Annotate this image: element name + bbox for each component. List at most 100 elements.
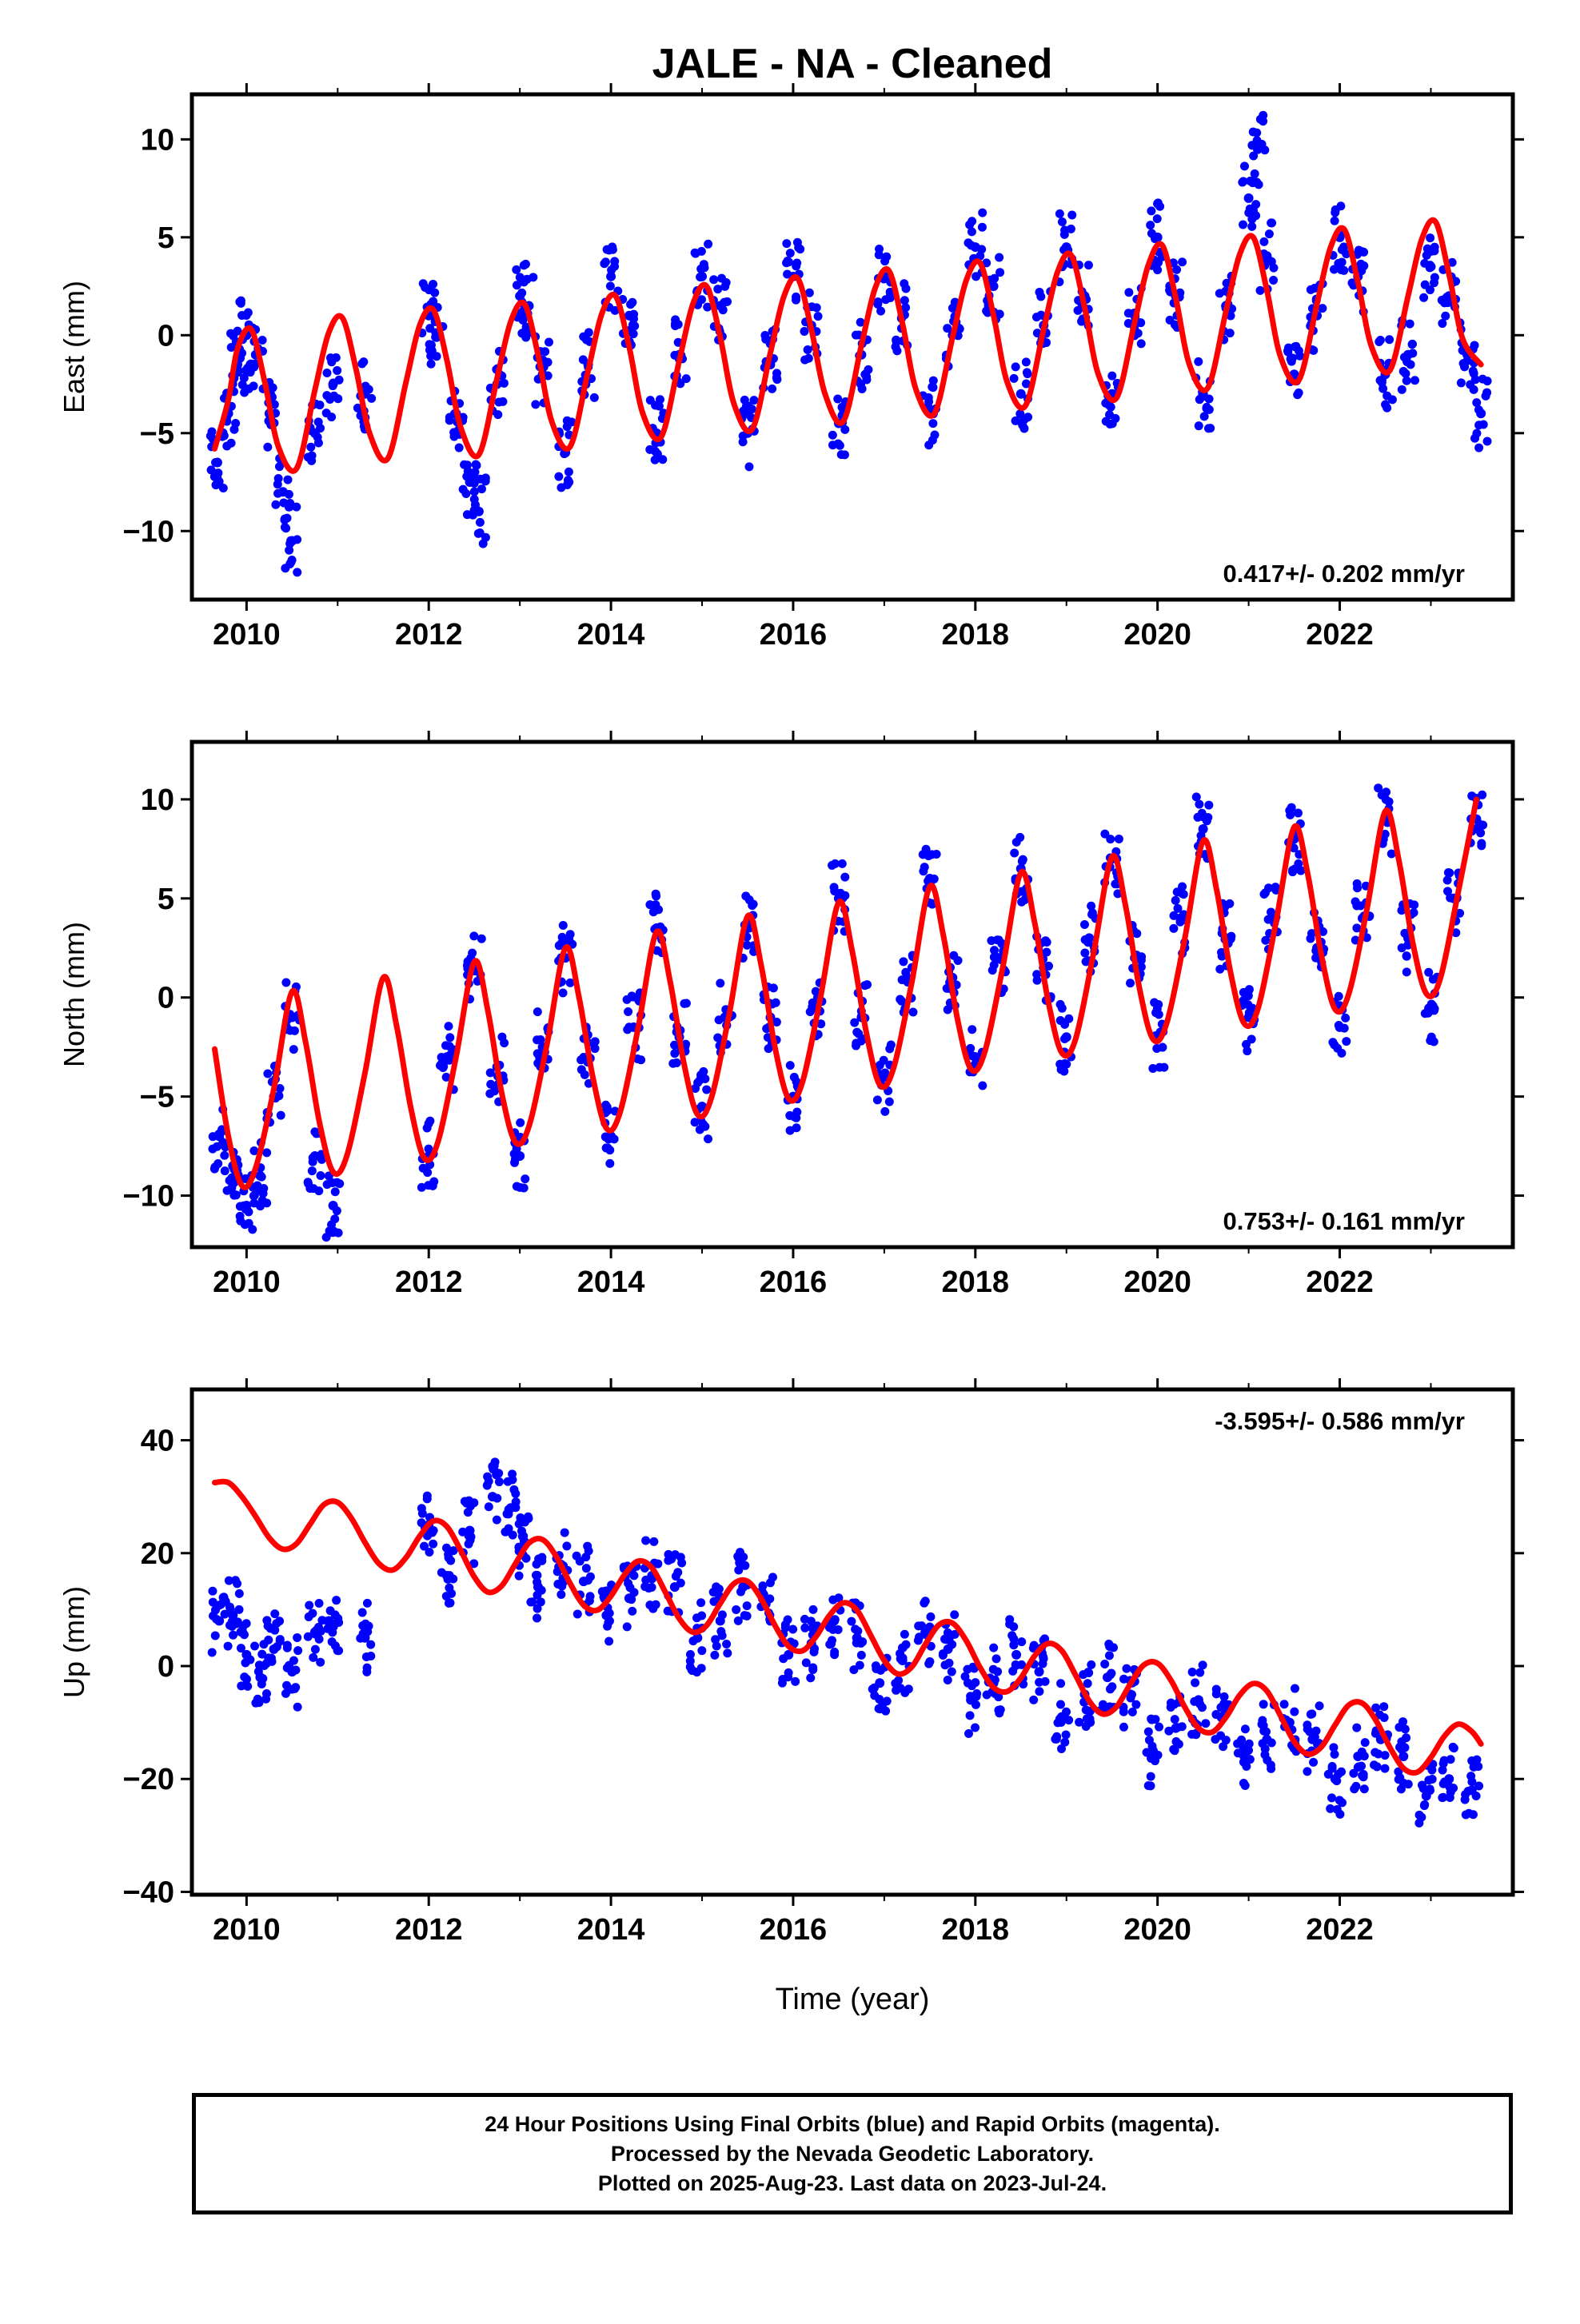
east-fit-line — [211, 217, 1484, 474]
north-cloud-point — [1426, 1032, 1436, 1042]
up-cloud-point — [219, 1593, 229, 1602]
east-velocity-annotation: 0.417+/- 0.202 mm/yr — [1223, 560, 1465, 588]
east-cloud-point — [1194, 421, 1203, 431]
up-cloud-point — [1359, 1784, 1369, 1794]
up-cloud-point — [466, 1501, 476, 1511]
north-cloud-point — [577, 1065, 586, 1074]
north-cloud-point — [837, 859, 847, 868]
north-cloud-point — [486, 1079, 496, 1089]
up-data-point — [624, 1593, 634, 1604]
up-cloud-point — [1143, 1727, 1153, 1736]
north-cloud-point — [1010, 848, 1019, 858]
north-cloud-point — [852, 1041, 861, 1050]
east-cloud-point — [681, 374, 691, 384]
north-x-tick-label: 2018 — [942, 1266, 1010, 1299]
up-cloud-point — [1303, 1724, 1312, 1734]
north-cloud-point — [988, 966, 997, 975]
north-cloud-point — [741, 891, 751, 901]
up-data-point — [1193, 1695, 1203, 1705]
up-cloud-point — [429, 1539, 438, 1549]
up-data-point — [1353, 1751, 1363, 1761]
north-cloud-point — [249, 1190, 259, 1200]
up-cloud-point — [503, 1477, 513, 1486]
up-cloud-point — [780, 1623, 790, 1632]
up-cloud-point — [1143, 1781, 1153, 1791]
north-cloud-point — [924, 851, 933, 861]
up-cloud-point — [1109, 1643, 1119, 1652]
up-cloud-point — [428, 1528, 437, 1537]
east-cloud-point — [1153, 198, 1163, 208]
east-cloud-point — [658, 455, 668, 464]
up-cloud-point — [469, 1559, 479, 1569]
north-cloud-point — [335, 1179, 345, 1189]
up-data-point — [255, 1672, 265, 1683]
north-cloud-point — [716, 979, 725, 988]
up-cloud-point — [648, 1604, 658, 1613]
east-cloud-point — [1194, 357, 1203, 366]
up-cloud-point — [362, 1663, 372, 1672]
east-cloud-point — [512, 265, 521, 274]
north-cloud-point — [303, 1178, 313, 1187]
up-cloud-point — [533, 1590, 542, 1600]
north-cloud-point — [1106, 835, 1115, 844]
north-x-tick-label: 2010 — [213, 1266, 281, 1299]
up-cloud-point — [904, 1684, 913, 1694]
up-cloud-point — [537, 1553, 547, 1562]
north-cloud-point — [533, 1035, 542, 1045]
north-cloud-point — [949, 951, 959, 960]
north-x-tick-label: 2014 — [577, 1266, 645, 1299]
east-data-point — [624, 310, 634, 321]
north-cloud-point — [1261, 935, 1271, 945]
up-cloud-point — [1306, 1709, 1315, 1719]
east-cloud-point — [803, 345, 812, 355]
north-cloud-point — [789, 1072, 799, 1082]
east-cloud-point — [1407, 339, 1417, 349]
north-cloud-point — [1169, 923, 1179, 933]
east-cloud-point — [475, 517, 485, 527]
up-cloud-point — [964, 1728, 973, 1738]
north-cloud-point — [1352, 923, 1362, 933]
up-cloud-point — [1327, 1762, 1337, 1772]
north-cloud-point — [289, 1045, 298, 1054]
east-cloud-point — [990, 273, 999, 283]
north-y-tick-label: 0 — [158, 982, 174, 1015]
up-cloud-point — [1371, 1703, 1381, 1712]
north-cloud-point — [314, 1186, 324, 1196]
north-cloud-point — [1202, 816, 1211, 826]
north-cloud-point — [764, 1044, 773, 1054]
up-cloud-point — [778, 1674, 788, 1684]
east-cloud-point — [1244, 208, 1254, 217]
east-cloud-point — [333, 365, 342, 375]
east-cloud-point — [1481, 391, 1490, 401]
east-cloud-point — [263, 442, 273, 452]
north-cloud-point — [258, 1189, 268, 1198]
north-cloud-point — [249, 1146, 259, 1155]
east-cloud-point — [864, 365, 873, 374]
up-cloud-point — [722, 1639, 732, 1648]
up-cloud-point — [458, 1527, 468, 1537]
east-cloud-point — [1337, 245, 1347, 254]
east-cloud-point — [481, 473, 490, 483]
up-cloud-point — [640, 1582, 650, 1592]
east-data-point — [697, 271, 708, 281]
up-cloud-point — [417, 1509, 427, 1518]
north-cloud-point — [1064, 1014, 1074, 1023]
east-cloud-point — [1015, 409, 1025, 419]
north-y-tick-label: 5 — [158, 883, 174, 916]
up-cloud-point — [1290, 1684, 1299, 1693]
east-cloud-point — [876, 306, 886, 316]
east-cloud-point — [579, 332, 589, 341]
north-cloud-point — [672, 1058, 681, 1067]
east-cloud-point — [1405, 319, 1414, 329]
north-cloud-point — [423, 1168, 433, 1178]
up-cloud-point — [562, 1541, 572, 1551]
panels: 2010 2012 2014 2016 2018 2020 2022−10−50510Eas… — [58, 83, 1524, 1947]
up-cloud-point — [736, 1548, 745, 1557]
up-cloud-point — [697, 1646, 707, 1656]
up-cloud-point — [1303, 1767, 1312, 1776]
up-data-point — [309, 1627, 320, 1637]
up-cloud-point — [768, 1573, 777, 1582]
up-cloud-point — [1187, 1667, 1197, 1676]
up-cloud-point — [282, 1643, 292, 1652]
east-cloud-point — [274, 462, 284, 472]
